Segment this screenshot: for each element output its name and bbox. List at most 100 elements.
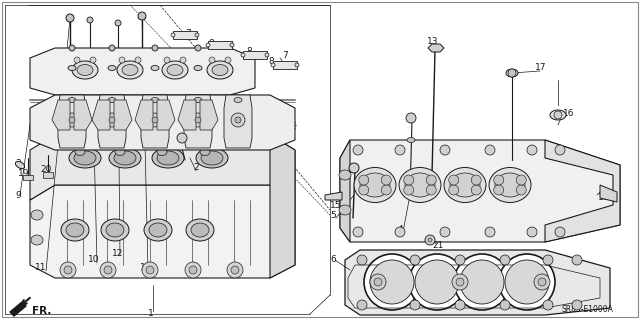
Ellipse shape — [115, 149, 125, 155]
Circle shape — [152, 117, 158, 123]
Ellipse shape — [149, 223, 167, 237]
Ellipse shape — [186, 219, 214, 241]
Circle shape — [353, 227, 363, 237]
Circle shape — [66, 14, 74, 22]
Ellipse shape — [75, 149, 85, 155]
Ellipse shape — [212, 64, 228, 76]
Polygon shape — [340, 140, 620, 242]
Ellipse shape — [200, 149, 210, 155]
Circle shape — [227, 262, 243, 278]
Ellipse shape — [66, 223, 84, 237]
Circle shape — [69, 45, 75, 51]
Circle shape — [115, 20, 121, 26]
Circle shape — [455, 255, 465, 265]
Circle shape — [404, 175, 413, 185]
Polygon shape — [30, 135, 295, 200]
Ellipse shape — [271, 63, 275, 67]
Polygon shape — [270, 135, 295, 278]
Circle shape — [538, 278, 546, 286]
Circle shape — [516, 175, 526, 185]
Circle shape — [454, 254, 510, 310]
Polygon shape — [141, 95, 169, 148]
Ellipse shape — [106, 223, 124, 237]
Ellipse shape — [265, 53, 269, 57]
Ellipse shape — [74, 151, 96, 165]
Ellipse shape — [167, 64, 183, 76]
Circle shape — [471, 185, 481, 195]
Polygon shape — [43, 172, 53, 178]
Circle shape — [357, 255, 367, 265]
Circle shape — [485, 227, 495, 237]
Circle shape — [410, 300, 420, 310]
Circle shape — [409, 254, 465, 310]
Polygon shape — [98, 95, 126, 148]
Ellipse shape — [360, 173, 390, 197]
Circle shape — [357, 300, 367, 310]
Text: 5: 5 — [330, 211, 336, 219]
Text: 4: 4 — [398, 225, 404, 234]
Text: 1: 1 — [148, 308, 154, 317]
Circle shape — [353, 145, 363, 155]
Ellipse shape — [405, 173, 435, 197]
Circle shape — [534, 274, 550, 290]
Ellipse shape — [157, 151, 179, 165]
Ellipse shape — [72, 61, 98, 79]
Circle shape — [543, 300, 553, 310]
Text: 13: 13 — [427, 38, 438, 47]
Ellipse shape — [489, 167, 531, 203]
Polygon shape — [52, 100, 70, 130]
Polygon shape — [30, 95, 295, 150]
Circle shape — [440, 145, 450, 155]
Ellipse shape — [407, 137, 415, 143]
Circle shape — [142, 262, 158, 278]
Text: FR.: FR. — [32, 306, 51, 316]
Ellipse shape — [144, 219, 172, 241]
Circle shape — [104, 266, 112, 274]
Ellipse shape — [101, 219, 129, 241]
Text: 9: 9 — [15, 190, 20, 199]
Polygon shape — [243, 51, 267, 59]
Circle shape — [516, 185, 526, 195]
Text: 7: 7 — [282, 50, 288, 60]
Polygon shape — [208, 41, 232, 49]
Ellipse shape — [77, 64, 93, 76]
Ellipse shape — [550, 110, 566, 120]
Ellipse shape — [117, 61, 143, 79]
Circle shape — [64, 266, 72, 274]
Polygon shape — [135, 100, 153, 130]
Circle shape — [415, 260, 459, 304]
Ellipse shape — [15, 161, 24, 169]
Polygon shape — [114, 100, 132, 130]
Circle shape — [500, 300, 510, 310]
Ellipse shape — [230, 43, 234, 47]
Ellipse shape — [241, 53, 245, 57]
Circle shape — [440, 227, 450, 237]
Circle shape — [364, 254, 420, 310]
Polygon shape — [273, 61, 297, 69]
Ellipse shape — [194, 98, 202, 102]
Text: 8: 8 — [268, 57, 274, 66]
Ellipse shape — [444, 167, 486, 203]
Circle shape — [189, 266, 197, 274]
Ellipse shape — [69, 148, 101, 168]
Ellipse shape — [151, 65, 159, 70]
Circle shape — [508, 69, 516, 77]
Ellipse shape — [354, 167, 396, 203]
Text: SR83-E1000A: SR83-E1000A — [562, 306, 614, 315]
Text: 14: 14 — [140, 263, 152, 272]
Ellipse shape — [114, 151, 136, 165]
Text: 12: 12 — [112, 249, 124, 257]
Polygon shape — [184, 95, 212, 148]
Ellipse shape — [506, 69, 518, 77]
Circle shape — [572, 255, 582, 265]
Text: 11: 11 — [35, 263, 47, 272]
Circle shape — [235, 117, 241, 123]
Text: 15: 15 — [330, 202, 342, 211]
Circle shape — [370, 260, 414, 304]
Text: 21: 21 — [432, 241, 444, 250]
Circle shape — [152, 45, 158, 51]
Circle shape — [527, 145, 537, 155]
Circle shape — [425, 235, 435, 245]
Text: 16: 16 — [563, 108, 575, 117]
Circle shape — [555, 227, 565, 237]
